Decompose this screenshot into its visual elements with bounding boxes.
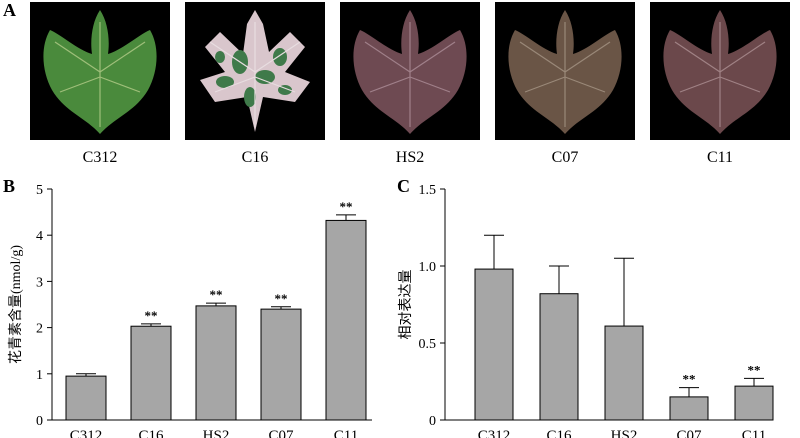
bar xyxy=(260,308,302,421)
significance-mark: ** xyxy=(210,287,223,302)
bar xyxy=(65,375,107,421)
leaf-image xyxy=(43,10,157,134)
bar xyxy=(539,293,579,421)
panel-b-letter: B xyxy=(3,176,16,196)
bar xyxy=(195,305,237,421)
panel-c-letter: C xyxy=(397,176,410,196)
leaf-vein xyxy=(564,41,611,73)
leaf-vein xyxy=(99,41,146,73)
y-tick-label: 2 xyxy=(36,322,43,337)
leaf-vein xyxy=(99,76,141,93)
leaf-photo xyxy=(495,2,635,140)
variegation-patch xyxy=(255,70,275,84)
leaf-vein xyxy=(409,76,451,93)
x-category-label: C312 xyxy=(478,428,511,438)
leaf-photo xyxy=(650,2,790,140)
leaf-image xyxy=(353,10,467,134)
leaf-vein xyxy=(369,76,411,93)
bar xyxy=(669,396,709,421)
leaf-vein xyxy=(679,76,721,93)
leaf-vein xyxy=(254,41,301,73)
leaf-photo xyxy=(185,2,325,140)
relative-expression-bar-chart: 0 0.5 1.0 1.5 相对表达量 C312 C16 HS2 ** C07 ** C11 xyxy=(398,183,774,438)
y-axis-label: 相对表达量 xyxy=(398,270,414,340)
variegation-patch xyxy=(244,87,256,107)
bar xyxy=(325,219,367,421)
leaf-photo-label: C16 xyxy=(241,149,269,166)
leaf-vein xyxy=(519,41,566,73)
leaf-vein xyxy=(564,76,606,93)
x-category-label: C16 xyxy=(546,428,572,438)
significance-mark: ** xyxy=(275,291,288,306)
anthocyanin-bar-chart: 0 1 2 3 4 5 花青素含量(nmol/g) C312 ** C16 ** HS2 ** C07 **… xyxy=(8,183,372,438)
leaf-photo xyxy=(340,2,480,140)
leaf-vein xyxy=(719,41,766,73)
significance-mark: ** xyxy=(748,362,761,377)
variegation-patch xyxy=(215,51,225,63)
x-category-label: C11 xyxy=(334,428,358,438)
leaf-vein xyxy=(209,41,256,73)
leaf-photo-label: C11 xyxy=(706,149,734,166)
panel-a-letter: A xyxy=(3,0,16,20)
x-category-label: C312 xyxy=(70,428,103,438)
bar xyxy=(130,325,172,421)
x-category-label: C16 xyxy=(138,428,164,438)
significance-mark: ** xyxy=(683,372,696,387)
bar xyxy=(734,385,774,421)
leaf-vein xyxy=(674,41,721,73)
leaf-vein xyxy=(409,41,456,73)
leaf-image xyxy=(508,10,622,134)
x-category-label: C11 xyxy=(742,428,766,438)
y-tick-label: 0.5 xyxy=(419,337,437,352)
leaf-vein xyxy=(54,41,101,73)
leaf-vein xyxy=(524,76,566,93)
leaf-photo-label: C312 xyxy=(82,149,118,166)
bar xyxy=(474,268,514,421)
y-tick-label: 1.0 xyxy=(419,260,437,275)
leaf-photo xyxy=(30,2,170,140)
leaf-vein xyxy=(364,41,411,73)
leaf-image xyxy=(200,10,310,132)
leaf-vein xyxy=(214,76,256,93)
x-category-label: C07 xyxy=(268,428,294,438)
leaf-image xyxy=(663,10,777,134)
y-tick-label: 3 xyxy=(36,275,43,290)
leaf-vein xyxy=(719,76,761,93)
x-category-label: C07 xyxy=(676,428,702,438)
variegation-patch xyxy=(216,76,234,88)
leaf-photo-label: C07 xyxy=(551,149,579,166)
y-tick-label: 1.5 xyxy=(419,183,437,198)
significance-mark: ** xyxy=(340,199,353,214)
significance-mark: ** xyxy=(145,308,158,323)
y-tick-label: 0 xyxy=(36,414,43,429)
y-tick-label: 4 xyxy=(36,229,43,244)
x-category-label: HS2 xyxy=(611,428,638,438)
leaf-vein xyxy=(254,76,296,93)
x-category-label: HS2 xyxy=(203,428,230,438)
y-axis-label: 花青素含量(nmol/g) xyxy=(8,245,24,364)
leaf-photo-label: HS2 xyxy=(395,149,425,166)
y-tick-label: 0 xyxy=(429,414,436,429)
bar xyxy=(604,325,644,421)
y-tick-label: 5 xyxy=(36,183,43,198)
y-tick-label: 1 xyxy=(36,368,43,383)
leaf-vein xyxy=(59,76,101,93)
variegation-patch xyxy=(273,48,287,66)
